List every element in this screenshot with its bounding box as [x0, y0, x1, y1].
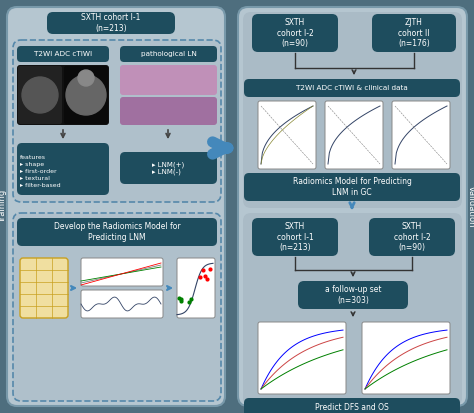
FancyBboxPatch shape	[244, 79, 460, 97]
FancyBboxPatch shape	[81, 258, 163, 286]
FancyBboxPatch shape	[244, 398, 460, 413]
Text: Radiomics Model for Predicting
LNM in GC: Radiomics Model for Predicting LNM in GC	[292, 177, 411, 197]
FancyBboxPatch shape	[20, 258, 68, 318]
Point	[185, 299, 193, 305]
FancyBboxPatch shape	[243, 12, 462, 208]
FancyBboxPatch shape	[64, 66, 108, 124]
Circle shape	[78, 70, 94, 86]
FancyBboxPatch shape	[252, 14, 338, 52]
Point	[187, 296, 194, 303]
FancyBboxPatch shape	[372, 14, 456, 52]
FancyBboxPatch shape	[17, 65, 109, 125]
Text: SXTH
cohort I-2
(n=90): SXTH cohort I-2 (n=90)	[393, 222, 430, 252]
Point	[203, 275, 211, 282]
Text: ZJTH
cohort II
(n=176): ZJTH cohort II (n=176)	[398, 18, 430, 48]
FancyBboxPatch shape	[120, 97, 217, 125]
FancyBboxPatch shape	[120, 152, 217, 184]
Text: features
▸ shape
▸ first-order
▸ textural
▸ filter-based: features ▸ shape ▸ first-order ▸ textura…	[20, 155, 61, 188]
FancyBboxPatch shape	[18, 66, 62, 124]
FancyBboxPatch shape	[243, 213, 462, 406]
Text: Develop the Radiomics Model for
Predicting LNM: Develop the Radiomics Model for Predicti…	[54, 222, 180, 242]
Text: Predict DFS and OS: Predict DFS and OS	[315, 404, 389, 413]
Text: T2WI ADC cTIWI & clinical data: T2WI ADC cTIWI & clinical data	[296, 85, 408, 91]
FancyBboxPatch shape	[17, 143, 109, 195]
FancyBboxPatch shape	[17, 46, 109, 62]
FancyBboxPatch shape	[120, 46, 217, 62]
Point	[201, 272, 209, 279]
Point	[199, 267, 206, 273]
FancyBboxPatch shape	[13, 40, 221, 202]
FancyBboxPatch shape	[120, 65, 217, 95]
FancyBboxPatch shape	[244, 173, 460, 201]
Point	[206, 266, 213, 272]
Point	[178, 298, 185, 304]
FancyBboxPatch shape	[47, 12, 175, 34]
FancyBboxPatch shape	[238, 7, 467, 406]
FancyBboxPatch shape	[369, 218, 455, 256]
FancyBboxPatch shape	[17, 218, 217, 246]
FancyBboxPatch shape	[392, 101, 450, 169]
Circle shape	[22, 77, 58, 113]
FancyBboxPatch shape	[325, 101, 383, 169]
Text: validation: validation	[466, 186, 474, 227]
Text: ▸ LNM(+)
▸ LNM(-): ▸ LNM(+) ▸ LNM(-)	[152, 161, 184, 175]
Point	[177, 296, 185, 302]
FancyBboxPatch shape	[81, 290, 163, 318]
Text: T2WI ADC cTIWI: T2WI ADC cTIWI	[34, 51, 92, 57]
Circle shape	[66, 75, 106, 115]
Text: SXTH
cohort I-2
(n=90): SXTH cohort I-2 (n=90)	[277, 18, 313, 48]
FancyBboxPatch shape	[13, 213, 221, 401]
FancyBboxPatch shape	[177, 258, 215, 318]
Text: SXTH cohort I-1
(n=213): SXTH cohort I-1 (n=213)	[82, 13, 141, 33]
FancyBboxPatch shape	[258, 322, 346, 394]
FancyBboxPatch shape	[258, 101, 316, 169]
Text: pathological LN: pathological LN	[141, 51, 196, 57]
Text: Training: Training	[0, 190, 8, 223]
FancyBboxPatch shape	[362, 322, 450, 394]
FancyBboxPatch shape	[252, 218, 338, 256]
Point	[175, 294, 183, 301]
FancyBboxPatch shape	[298, 281, 408, 309]
Text: a follow-up set
(n=303): a follow-up set (n=303)	[325, 285, 381, 305]
Point	[196, 273, 204, 280]
FancyBboxPatch shape	[7, 7, 225, 406]
Text: SXTH
cohort I-1
(n=213): SXTH cohort I-1 (n=213)	[277, 222, 313, 252]
